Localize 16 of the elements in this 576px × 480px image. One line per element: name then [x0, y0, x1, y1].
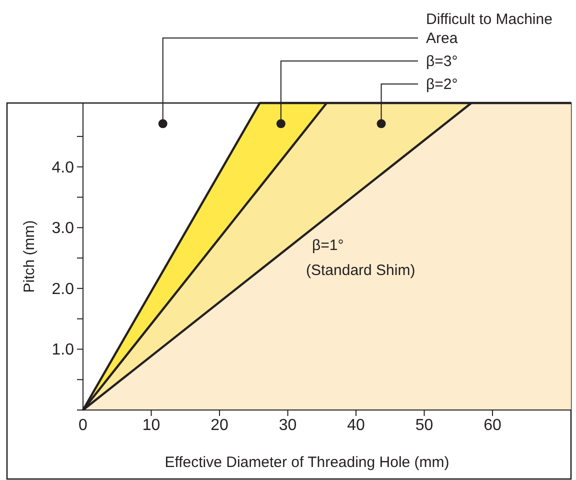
y-tick-label: 3.0 — [52, 220, 74, 238]
x-tick-label: 50 — [415, 417, 434, 434]
x-tick-label: 30 — [278, 417, 297, 434]
annotation: β=2° — [426, 76, 458, 93]
y-tick-label: 1.0 — [52, 342, 74, 359]
x-tick-label: 10 — [142, 417, 160, 434]
x-axis-title: Effective Diameter of Threading Hole (mm) — [164, 454, 450, 471]
y-axis-title: Pitch (mm) — [21, 220, 38, 293]
y-tick-label: 2.0 — [52, 280, 74, 298]
x-tick-label: 40 — [347, 417, 366, 434]
x-tick-label: 60 — [484, 417, 502, 434]
annotation: β=3° — [426, 53, 458, 70]
x-tick-label: 20 — [210, 417, 229, 434]
y-tick-label: 4.0 — [52, 159, 74, 176]
annotation: β=1° (Standard Shim) — [306, 237, 416, 279]
x-tick-label: 0 — [78, 417, 88, 434]
